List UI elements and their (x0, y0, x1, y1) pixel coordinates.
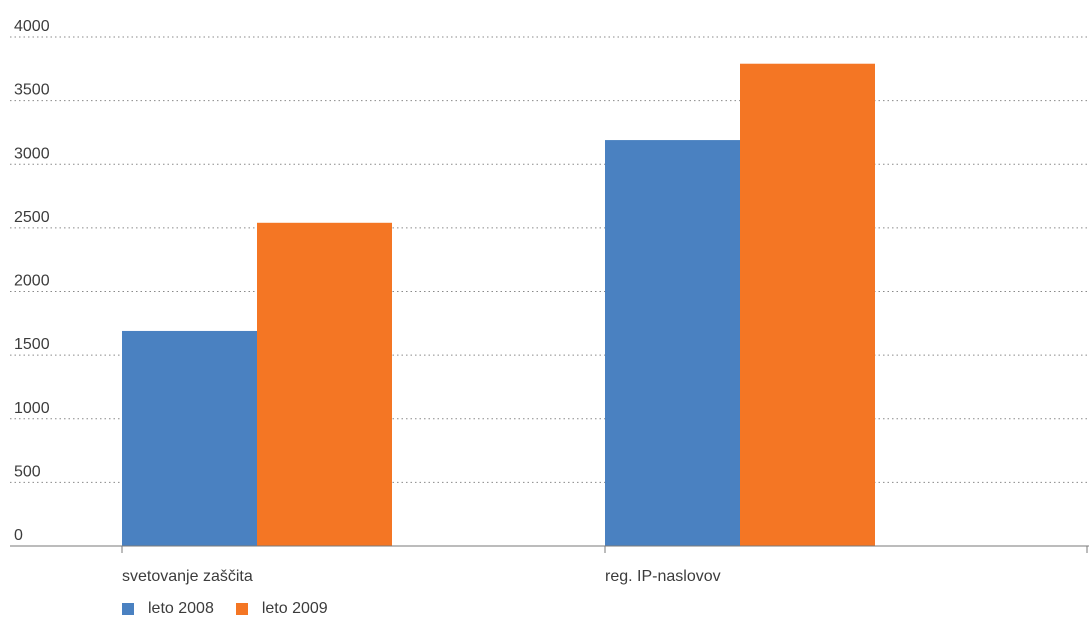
legend-item-series-2: leto 2009 (235, 600, 328, 618)
legend-swatch-series-2 (235, 603, 248, 615)
y-tick-label: 4000 (14, 18, 50, 35)
legend-swatch-series-1 (122, 603, 134, 615)
y-tick-label: 1000 (14, 400, 50, 417)
y-tick-label: 0 (14, 527, 23, 544)
x-category-label: svetovanje zaščita (122, 568, 253, 585)
legend-item-series-1: leto 2008 (122, 600, 214, 618)
bar-2-2 (740, 63, 875, 546)
legend-label-series-2: leto 2009 (261, 600, 328, 617)
bar-chart: 0 500 1000 1500 2000 2500 3000 3500 4000 svetova… (10, 18, 1089, 585)
y-tick-label: 3500 (14, 82, 50, 99)
x-category-label: reg. IP-naslovov (605, 568, 721, 585)
bars (122, 63, 875, 546)
bar-1-1 (122, 330, 257, 546)
bar-2-1 (257, 222, 392, 546)
y-axis-tick-labels: 0 500 1000 1500 2000 2500 3000 3500 4000 (14, 18, 50, 544)
y-tick-label: 2500 (14, 209, 50, 226)
bar-1-2 (605, 140, 740, 546)
legend: leto 2008 leto 2009 (122, 600, 350, 618)
legend-label-series-1: leto 2008 (148, 600, 214, 617)
y-tick-label: 500 (14, 463, 41, 480)
y-tick-label: 1500 (14, 336, 50, 353)
x-axis-category-labels: svetovanje zaščita reg. IP-naslovov (122, 568, 721, 585)
y-tick-label: 3000 (14, 145, 50, 162)
y-tick-label: 2000 (14, 273, 50, 290)
x-axis-ticks (121, 546, 1088, 553)
